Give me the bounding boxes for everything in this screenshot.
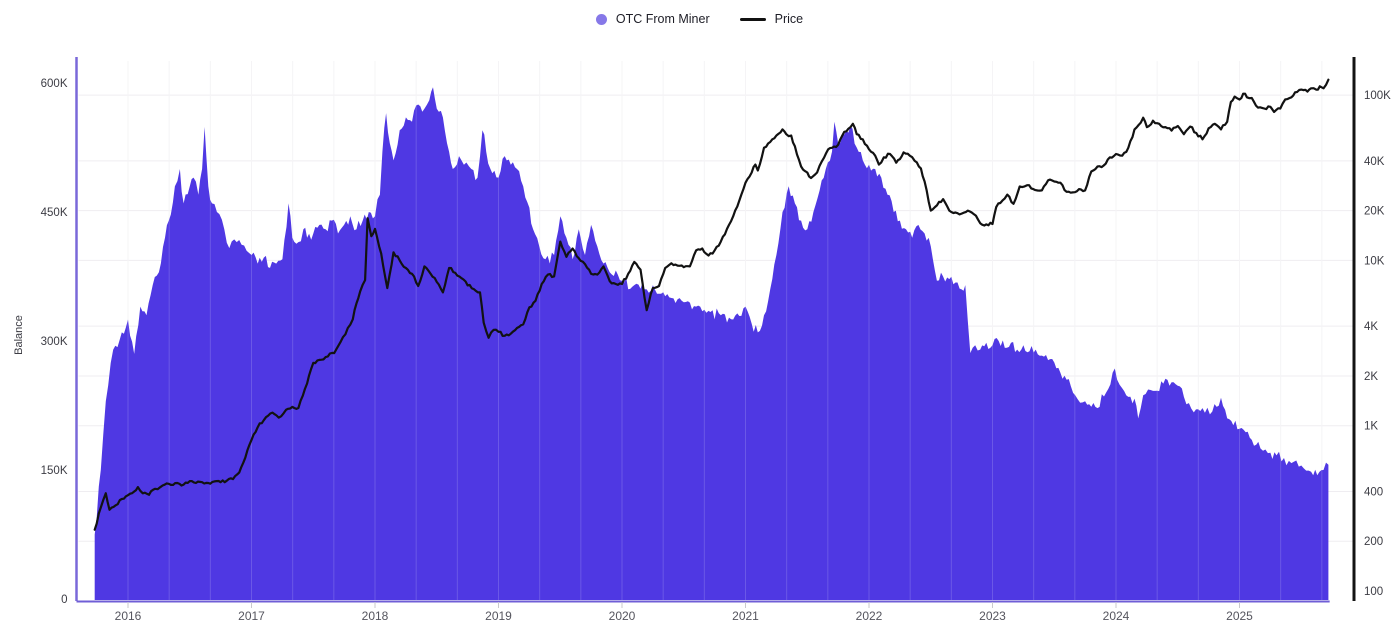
y-left-tick-label: 300K [41,336,68,348]
y-right-tick-label: 40K [1364,156,1385,168]
x-tick-label: 2024 [1103,609,1130,623]
x-tick-label: 2019 [485,609,512,623]
y-right-tick-label: 20K [1364,206,1385,218]
legend-item-price[interactable]: Price [739,12,804,26]
y-left-tick-label: 0 [61,594,67,606]
legend-item-otc-from-miner[interactable]: OTC From Miner [595,12,710,26]
y-right-tick-label: 1K [1364,421,1378,433]
balance-area-series [94,87,1329,601]
legend-item-label: OTC From Miner [615,12,710,26]
legend-line-icon [739,17,766,21]
y-right-tick-label: 10K [1364,255,1385,267]
y-left-tick-label: 450K [41,207,68,219]
x-tick-label: 2022 [856,609,883,623]
y-left-tick-label: 150K [41,465,68,477]
y-right-tick-label: 200 [1364,536,1383,548]
x-tick-label: 2021 [732,609,759,623]
x-tick-label: 2018 [362,609,389,623]
legend-dot-icon [595,13,607,25]
chart-legend: OTC From Miner Price [0,12,1399,26]
price-line-series [93,78,1330,531]
x-tick-label: 2023 [979,609,1006,623]
x-tick-label: 2020 [609,609,636,623]
y-right-tick-label: 400 [1364,486,1383,498]
legend-item-label: Price [774,12,804,26]
x-tick-label: 2025 [1226,609,1253,623]
y-axis-title-balance: Balance [13,315,25,355]
x-tick-label: 2017 [238,609,265,623]
x-tick-label: 2016 [115,609,142,623]
y-left-tick-label: 600K [41,78,68,90]
y-right-tick-label: 2K [1364,371,1378,383]
y-right-tick-label: 100K [1364,90,1391,102]
y-right-tick-label: 100 [1364,586,1383,598]
y-right-tick-label: 4K [1364,321,1378,333]
